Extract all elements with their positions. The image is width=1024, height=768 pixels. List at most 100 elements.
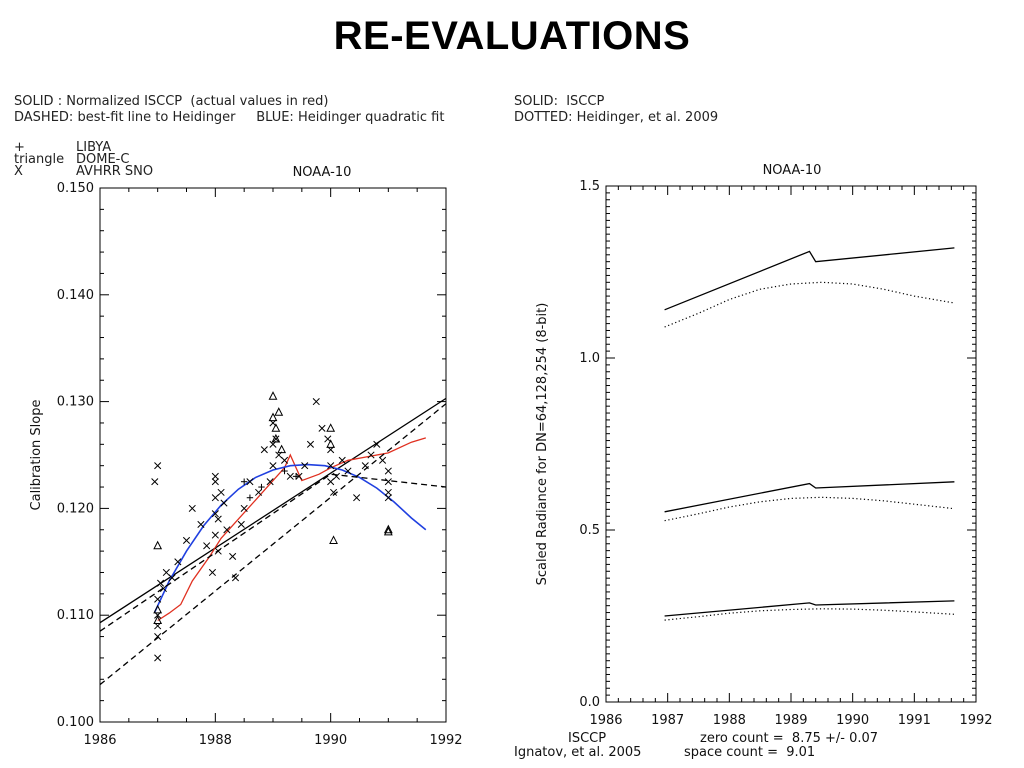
plot-frame — [99, 187, 447, 723]
sno-point — [159, 584, 167, 593]
plot-area — [664, 247, 955, 621]
x-tick-label: 1990 — [314, 733, 347, 748]
sno-point — [211, 510, 219, 518]
right-notes: SOLID: ISCCP DOTTED: Heidinger, et al. 2… — [514, 94, 718, 126]
series-normalized-isccp — [100, 397, 446, 624]
plot-area — [100, 391, 446, 686]
x-mark-stroke — [329, 488, 338, 496]
symbol-mark-sno: X — [14, 164, 23, 179]
x-mark-stroke — [379, 456, 387, 464]
sno-point — [188, 504, 196, 512]
x-mark-stroke — [197, 520, 205, 528]
sno-point — [211, 478, 219, 486]
y-tick-label: 0.140 — [57, 288, 94, 303]
right-note-line2: DOTTED: Heidinger, et al. 2009 — [514, 110, 719, 125]
sno-point — [220, 499, 228, 507]
dome-c-point — [268, 412, 278, 422]
sno-point — [269, 462, 277, 470]
x-mark-stroke — [240, 504, 248, 512]
chart-title: NOAA-10 — [293, 165, 352, 180]
x-mark-stroke — [266, 478, 274, 486]
sno-point — [301, 462, 309, 470]
sno-point — [318, 424, 326, 432]
sno-point — [211, 531, 219, 539]
x-mark-stroke — [318, 424, 326, 432]
symbol-mark-libya: + — [14, 140, 25, 155]
x-mark-stroke — [231, 574, 240, 582]
sno-point — [266, 478, 274, 486]
symbol-label-domec: DOME-C — [76, 152, 130, 167]
x-mark-stroke — [229, 552, 237, 561]
x-mark-stroke — [327, 462, 335, 470]
series-heidinger-quadratic-fit — [154, 463, 427, 613]
sno-point — [255, 488, 263, 496]
series-best-fit-line-to-heidinger-b- — [100, 473, 446, 632]
dome-c-point — [268, 391, 278, 400]
dome-c-point — [153, 615, 163, 625]
x-mark-stroke — [214, 515, 222, 523]
sno-point — [229, 552, 237, 561]
x-mark-stroke — [272, 435, 280, 443]
sno-point — [203, 542, 211, 550]
sno-point — [286, 472, 294, 480]
x-mark-stroke — [211, 472, 219, 480]
dome-c-point — [326, 423, 336, 432]
credit-ignatov: Ignatov, et al. 2005 — [514, 745, 642, 760]
x-mark-stroke — [162, 568, 170, 577]
slide-title: RE-EVALUATIONS — [333, 14, 691, 58]
x-mark-stroke — [338, 456, 346, 464]
y-tick-label: 0.110 — [57, 608, 94, 623]
sno-point — [174, 558, 182, 566]
x-tick-label: 1988 — [199, 733, 232, 748]
credit-space-count: space count = 9.01 — [684, 745, 816, 760]
series-isccp-dn-64 — [664, 600, 955, 617]
x-mark-stroke — [312, 398, 320, 406]
sno-point — [231, 574, 240, 582]
sno-point — [373, 440, 381, 448]
libya-point — [246, 494, 254, 501]
x-tick-label: 1986 — [589, 713, 622, 728]
x-mark-stroke — [353, 494, 361, 502]
x-mark-stroke — [367, 451, 375, 459]
x-mark-stroke — [159, 584, 167, 593]
x-tick-label: 1990 — [836, 713, 869, 728]
plot-frame — [605, 185, 977, 703]
sno-point — [329, 488, 338, 496]
x-mark-stroke — [327, 478, 335, 486]
x-mark-stroke — [214, 547, 222, 555]
x-tick-label: 1988 — [713, 713, 746, 728]
sno-point — [272, 435, 280, 443]
sno-point — [384, 494, 392, 502]
sno-point — [306, 440, 315, 448]
x-mark-stroke — [384, 467, 392, 475]
chart-title: NOAA-10 — [763, 163, 822, 178]
sno-point — [154, 462, 162, 470]
symbol-label-sno-wrap: AVHRR SNO — [76, 164, 153, 180]
dome-c-point — [271, 423, 281, 432]
dome-c-point — [153, 604, 163, 614]
sno-point — [211, 494, 219, 502]
x-mark-stroke — [384, 488, 392, 496]
x-mark-stroke — [260, 446, 268, 454]
x-mark-stroke — [306, 440, 315, 448]
y-tick-label: 0.100 — [57, 715, 94, 730]
x-mark-stroke — [255, 488, 263, 496]
y-axis-label: Scaled Radiance for DN=64,128,254 (8-bit… — [535, 303, 550, 586]
chart-2: NOAA-10 Scaled Radiance for DN=64,128,254… — [535, 163, 993, 728]
x-tick-label: 1992 — [429, 733, 462, 748]
sno-point — [168, 574, 176, 582]
series-heidinger-dn-128 — [664, 496, 955, 522]
left-notes: SOLID : Normalized ISCCP (actual values … — [14, 94, 444, 126]
y-tick-label: 0.150 — [57, 181, 94, 196]
x-mark-stroke — [237, 520, 245, 528]
y-tick-label: 0.0 — [579, 695, 600, 710]
x-mark-stroke — [332, 472, 340, 480]
symbol-legend-3: X — [14, 164, 23, 180]
x-mark-stroke — [246, 478, 254, 486]
sno-point — [240, 504, 248, 512]
x-tick-label: 1989 — [774, 713, 807, 728]
x-mark-stroke — [154, 654, 162, 662]
x-mark-stroke — [211, 510, 219, 518]
sno-point — [384, 478, 392, 486]
